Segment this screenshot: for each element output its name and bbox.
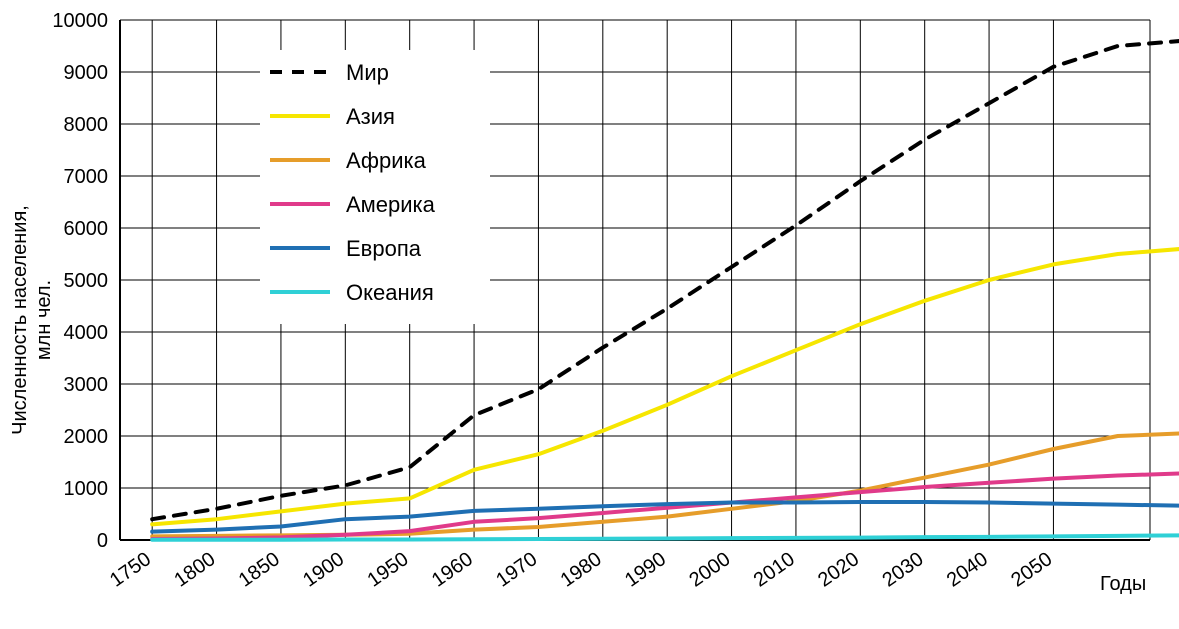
- y-tick-label: 9000: [64, 62, 109, 84]
- y-tick-label: 1000: [64, 478, 109, 500]
- legend-label: Азия: [346, 104, 395, 129]
- legend-label: Америка: [346, 192, 436, 217]
- legend-label: Мир: [346, 60, 389, 85]
- y-tick-label: 0: [97, 530, 108, 552]
- y-tick-label: 6000: [64, 218, 109, 240]
- y-tick-label: 2000: [64, 426, 109, 448]
- y-tick-label: 3000: [64, 374, 109, 396]
- legend-label: Европа: [346, 236, 422, 261]
- y-tick-label: 4000: [64, 322, 109, 344]
- y-tick-label: 7000: [64, 166, 109, 188]
- population-chart: 0 1000 2000 3000 4000 5000 6000 7000 8000 9000 100…: [0, 0, 1179, 629]
- legend-label: Океания: [346, 280, 434, 305]
- legend-label: Африка: [346, 148, 427, 173]
- y-tick-label: 5000: [64, 270, 109, 292]
- y-tick-label: 10000: [52, 10, 108, 32]
- x-axis-label: Годы: [1100, 573, 1146, 595]
- y-tick-label: 8000: [64, 114, 109, 136]
- chart-svg: 0 1000 2000 3000 4000 5000 6000 7000 8000 9000 100…: [0, 0, 1179, 629]
